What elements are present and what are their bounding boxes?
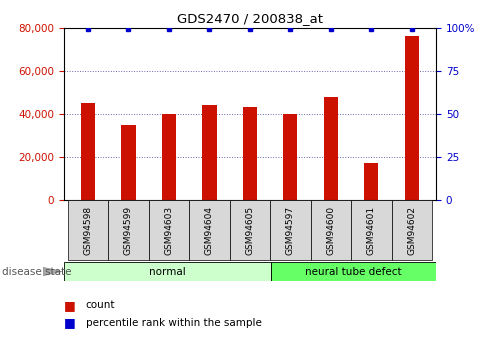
FancyBboxPatch shape (392, 200, 432, 260)
Title: GDS2470 / 200838_at: GDS2470 / 200838_at (177, 12, 323, 25)
Text: GSM94597: GSM94597 (286, 206, 295, 255)
Text: GSM94605: GSM94605 (245, 206, 254, 255)
Bar (324, 97, 338, 200)
Bar (122, 125, 136, 200)
FancyBboxPatch shape (351, 200, 392, 260)
Text: disease state: disease state (2, 267, 72, 276)
Text: ■: ■ (64, 299, 75, 312)
FancyBboxPatch shape (189, 200, 230, 260)
FancyBboxPatch shape (108, 200, 148, 260)
FancyBboxPatch shape (311, 200, 351, 260)
Bar (243, 107, 257, 200)
Text: GSM94601: GSM94601 (367, 206, 376, 255)
Text: GSM94600: GSM94600 (326, 206, 335, 255)
Bar (283, 114, 297, 200)
Text: GSM94602: GSM94602 (407, 206, 416, 255)
Text: GSM94599: GSM94599 (124, 206, 133, 255)
FancyBboxPatch shape (230, 200, 270, 260)
Text: GSM94604: GSM94604 (205, 206, 214, 255)
Bar (81, 103, 95, 200)
Text: count: count (86, 300, 115, 310)
Text: neural tube defect: neural tube defect (305, 267, 402, 277)
Text: GSM94598: GSM94598 (83, 206, 93, 255)
FancyBboxPatch shape (64, 262, 270, 281)
FancyBboxPatch shape (270, 262, 436, 281)
Bar (162, 114, 176, 200)
Polygon shape (43, 267, 62, 276)
Bar (364, 164, 378, 200)
Text: normal: normal (149, 267, 186, 277)
FancyBboxPatch shape (148, 200, 189, 260)
Text: percentile rank within the sample: percentile rank within the sample (86, 318, 262, 327)
Text: ■: ■ (64, 316, 75, 329)
FancyBboxPatch shape (68, 200, 108, 260)
FancyBboxPatch shape (270, 200, 311, 260)
Bar (405, 36, 419, 200)
Text: GSM94603: GSM94603 (165, 206, 173, 255)
Bar (202, 105, 217, 200)
